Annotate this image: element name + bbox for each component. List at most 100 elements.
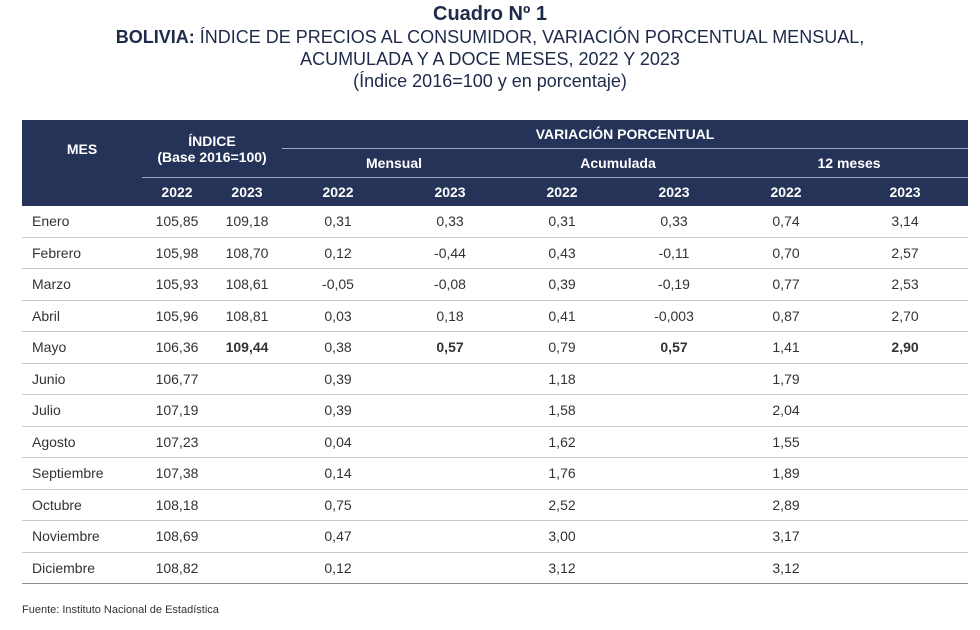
value-cell: 2,52 bbox=[506, 489, 619, 521]
value-cell: 0,43 bbox=[506, 237, 619, 269]
value-cell bbox=[212, 457, 283, 490]
value-cell bbox=[394, 363, 507, 395]
table-row: Enero 105,85 109,18 0,31 0,33 0,31 0,33 0,74 3,1… bbox=[22, 206, 969, 238]
value-cell: 0,87 bbox=[730, 300, 843, 332]
value-cell: -0,44 bbox=[394, 237, 507, 269]
table-subtitle: BOLIVIA: ÍNDICE DE PRECIOS AL CONSUMIDOR… bbox=[0, 26, 980, 48]
header-mes: MES bbox=[22, 120, 142, 178]
table-row: Noviembre 108,69 0,47 3,00 3,17 bbox=[22, 520, 969, 553]
month-cell: Diciembre bbox=[22, 552, 142, 584]
value-cell: 3,12 bbox=[506, 552, 619, 584]
header-variacion: VARIACIÓN PORCENTUAL bbox=[282, 120, 969, 149]
header-year: 2022 bbox=[282, 177, 395, 206]
subtitle-text: ÍNDICE DE PRECIOS AL CONSUMIDOR, VARIACI… bbox=[194, 27, 865, 47]
month-cell: Mayo bbox=[22, 331, 142, 364]
value-cell: 105,85 bbox=[142, 206, 212, 238]
value-cell: 0,39 bbox=[506, 268, 619, 301]
table-row: Julio 107,19 0,39 1,58 2,04 bbox=[22, 394, 969, 427]
month-cell: Agosto bbox=[22, 426, 142, 458]
table-row: Mayo 106,36 109,44 0,38 0,57 0,79 0,57 1,41 2,90 bbox=[22, 331, 969, 364]
header-year: 2023 bbox=[394, 177, 507, 206]
value-cell: 3,12 bbox=[730, 552, 843, 584]
value-cell: 2,57 bbox=[842, 237, 969, 269]
value-cell: 0,12 bbox=[282, 237, 395, 269]
header-12-meses: 12 meses bbox=[730, 148, 969, 178]
value-cell: 0,77 bbox=[730, 268, 843, 301]
value-cell: 0,57 bbox=[618, 331, 731, 364]
value-cell: 0,75 bbox=[282, 489, 395, 521]
value-cell bbox=[842, 363, 969, 395]
table-row: Diciembre 108,82 0,12 3,12 3,12 bbox=[22, 552, 969, 584]
header-year: 2023 bbox=[842, 177, 969, 206]
table-body: Enero 105,85 109,18 0,31 0,33 0,31 0,33 0,74 3,1… bbox=[22, 206, 969, 584]
value-cell: 0,04 bbox=[282, 426, 395, 458]
table-units: (Índice 2016=100 y en porcentaje) bbox=[353, 71, 627, 91]
value-cell: -0,003 bbox=[618, 300, 731, 332]
month-cell: Enero bbox=[22, 206, 142, 238]
value-cell: 0,18 bbox=[394, 300, 507, 332]
value-cell bbox=[842, 457, 969, 490]
value-cell bbox=[212, 552, 283, 584]
month-cell: Noviembre bbox=[22, 520, 142, 553]
value-cell: 0,57 bbox=[394, 331, 507, 364]
table-title: Cuadro Nº 1 bbox=[433, 3, 547, 25]
value-cell: 107,38 bbox=[142, 457, 212, 490]
value-cell: 1,62 bbox=[506, 426, 619, 458]
month-cell: Junio bbox=[22, 363, 142, 395]
value-cell bbox=[842, 489, 969, 521]
month-cell: Julio bbox=[22, 394, 142, 427]
value-cell bbox=[394, 489, 507, 521]
value-cell bbox=[618, 489, 731, 521]
value-cell: 0,33 bbox=[618, 206, 731, 238]
value-cell: -0,08 bbox=[394, 268, 507, 301]
value-cell: 0,79 bbox=[506, 331, 619, 364]
value-cell bbox=[842, 426, 969, 458]
header-empty bbox=[22, 177, 142, 206]
value-cell: 2,89 bbox=[730, 489, 843, 521]
value-cell bbox=[212, 363, 283, 395]
value-cell bbox=[394, 394, 507, 427]
value-cell: 107,19 bbox=[142, 394, 212, 427]
value-cell: 0,31 bbox=[282, 206, 395, 238]
value-cell: 0,03 bbox=[282, 300, 395, 332]
value-cell: 1,79 bbox=[730, 363, 843, 395]
value-cell bbox=[842, 520, 969, 553]
value-cell: 0,39 bbox=[282, 394, 395, 427]
value-cell bbox=[212, 426, 283, 458]
value-cell: 3,14 bbox=[842, 206, 969, 238]
value-cell: 0,12 bbox=[282, 552, 395, 584]
value-cell: 108,82 bbox=[142, 552, 212, 584]
value-cell: 108,81 bbox=[212, 300, 283, 332]
table-row: Junio 106,77 0,39 1,18 1,79 bbox=[22, 363, 969, 395]
value-cell: 0,31 bbox=[506, 206, 619, 238]
source-note: Fuente: Instituto Nacional de Estadístic… bbox=[22, 604, 219, 616]
value-cell: 109,18 bbox=[212, 206, 283, 238]
value-cell bbox=[394, 552, 507, 584]
value-cell: 3,00 bbox=[506, 520, 619, 553]
ipc-table: MES ÍNDICE VARIACIÓN PORCENTUAL (Base 20… bbox=[22, 120, 969, 584]
value-cell: 3,17 bbox=[730, 520, 843, 553]
value-cell bbox=[618, 520, 731, 553]
value-cell: 2,70 bbox=[842, 300, 969, 332]
month-cell: Febrero bbox=[22, 237, 142, 269]
month-cell: Marzo bbox=[22, 268, 142, 301]
header-acumulada: Acumulada bbox=[506, 148, 731, 178]
value-cell: 1,18 bbox=[506, 363, 619, 395]
value-cell: 0,70 bbox=[730, 237, 843, 269]
month-cell: Octubre bbox=[22, 489, 142, 521]
value-cell: 105,93 bbox=[142, 268, 212, 301]
table-row: Marzo 105,93 108,61 -0,05 -0,08 0,39 -0,19 0,77… bbox=[22, 268, 969, 301]
value-cell: 108,69 bbox=[142, 520, 212, 553]
value-cell bbox=[842, 394, 969, 427]
value-cell: 0,14 bbox=[282, 457, 395, 490]
subtitle-country: BOLIVIA: bbox=[115, 27, 195, 47]
header-year: 2022 bbox=[142, 177, 212, 206]
value-cell: 1,89 bbox=[730, 457, 843, 490]
table-row: Abril 105,96 108,81 0,03 0,18 0,41 -0,003 0,87 2… bbox=[22, 300, 969, 332]
value-cell: 106,36 bbox=[142, 331, 212, 364]
value-cell: 105,98 bbox=[142, 237, 212, 269]
value-cell bbox=[618, 552, 731, 584]
value-cell: 1,76 bbox=[506, 457, 619, 490]
header-year: 2022 bbox=[506, 177, 619, 206]
value-cell bbox=[212, 520, 283, 553]
